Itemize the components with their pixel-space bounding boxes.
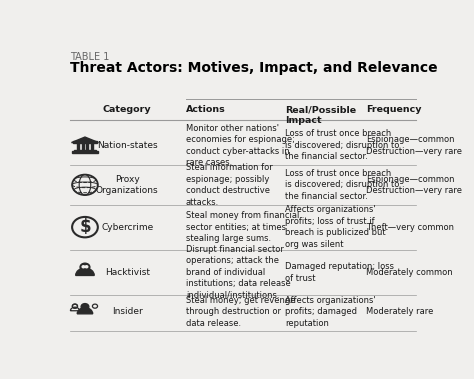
Text: Frequency: Frequency	[366, 105, 421, 114]
Text: Steal money from financial
sector entities; at times
stealing large sums.: Steal money from financial sector entiti…	[186, 211, 300, 243]
Text: Espionage—common
Destruction—very rare: Espionage—common Destruction—very rare	[366, 175, 462, 195]
Text: Loss of trust once breach
is discovered; disruption to
the financial sector.: Loss of trust once breach is discovered;…	[285, 130, 400, 161]
Bar	[82, 143, 84, 151]
Circle shape	[82, 266, 85, 268]
Bar	[91, 143, 93, 151]
Circle shape	[80, 263, 90, 271]
Text: Disrupt financial sector
operations; attack the
brand of individual
institutions: Disrupt financial sector operations; att…	[186, 245, 291, 300]
Wedge shape	[76, 268, 94, 276]
Text: Hacktivist: Hacktivist	[105, 268, 150, 277]
Text: Steal money; get revenge
through destruction or
data release.: Steal money; get revenge through destruc…	[186, 296, 295, 328]
Text: Cybercrime: Cybercrime	[101, 222, 153, 232]
Text: Threat Actors: Motives, Impact, and Relevance: Threat Actors: Motives, Impact, and Rele…	[70, 61, 438, 75]
Bar	[72, 151, 98, 153]
Text: Actions: Actions	[186, 105, 226, 114]
Text: Nation-states: Nation-states	[97, 141, 157, 150]
Text: Theft—very common: Theft—very common	[366, 222, 454, 232]
Circle shape	[85, 266, 88, 268]
Bar	[73, 141, 97, 143]
Text: $: $	[79, 218, 91, 236]
Text: Real/Possible
Impact: Real/Possible Impact	[285, 105, 356, 125]
Text: Affects organizations'
profits; loss of trust if
breach is publicized but
org wa: Affects organizations' profits; loss of …	[285, 205, 386, 249]
Text: Monitor other nations'
economies for espionage;
conduct cyber-attacks in
rare ca: Monitor other nations' economies for esp…	[186, 124, 295, 167]
Bar	[73, 150, 96, 151]
Text: Proxy
Organizations: Proxy Organizations	[96, 175, 158, 195]
Bar	[86, 143, 88, 151]
Text: Affects organizations'
profits; damaged
reputation: Affects organizations' profits; damaged …	[285, 296, 376, 328]
Wedge shape	[77, 308, 93, 314]
Text: Insider: Insider	[112, 307, 143, 316]
Text: Damaged reputation; loss
of trust: Damaged reputation; loss of trust	[285, 262, 394, 283]
Polygon shape	[72, 137, 99, 143]
Bar	[77, 143, 79, 151]
Text: Espionage—common
Destruction—very rare: Espionage—common Destruction—very rare	[366, 135, 462, 156]
Text: Category: Category	[103, 105, 152, 114]
Text: Moderately common: Moderately common	[366, 268, 453, 277]
Text: TABLE 1: TABLE 1	[70, 52, 109, 62]
Circle shape	[81, 304, 89, 310]
Text: Moderately rare: Moderately rare	[366, 307, 433, 316]
Text: Loss of trust once breach
is discovered; disruption to
the financial sector.: Loss of trust once breach is discovered;…	[285, 169, 400, 201]
Text: Steal information for
espionage; possibly
conduct destructive
attacks.: Steal information for espionage; possibl…	[186, 163, 273, 207]
